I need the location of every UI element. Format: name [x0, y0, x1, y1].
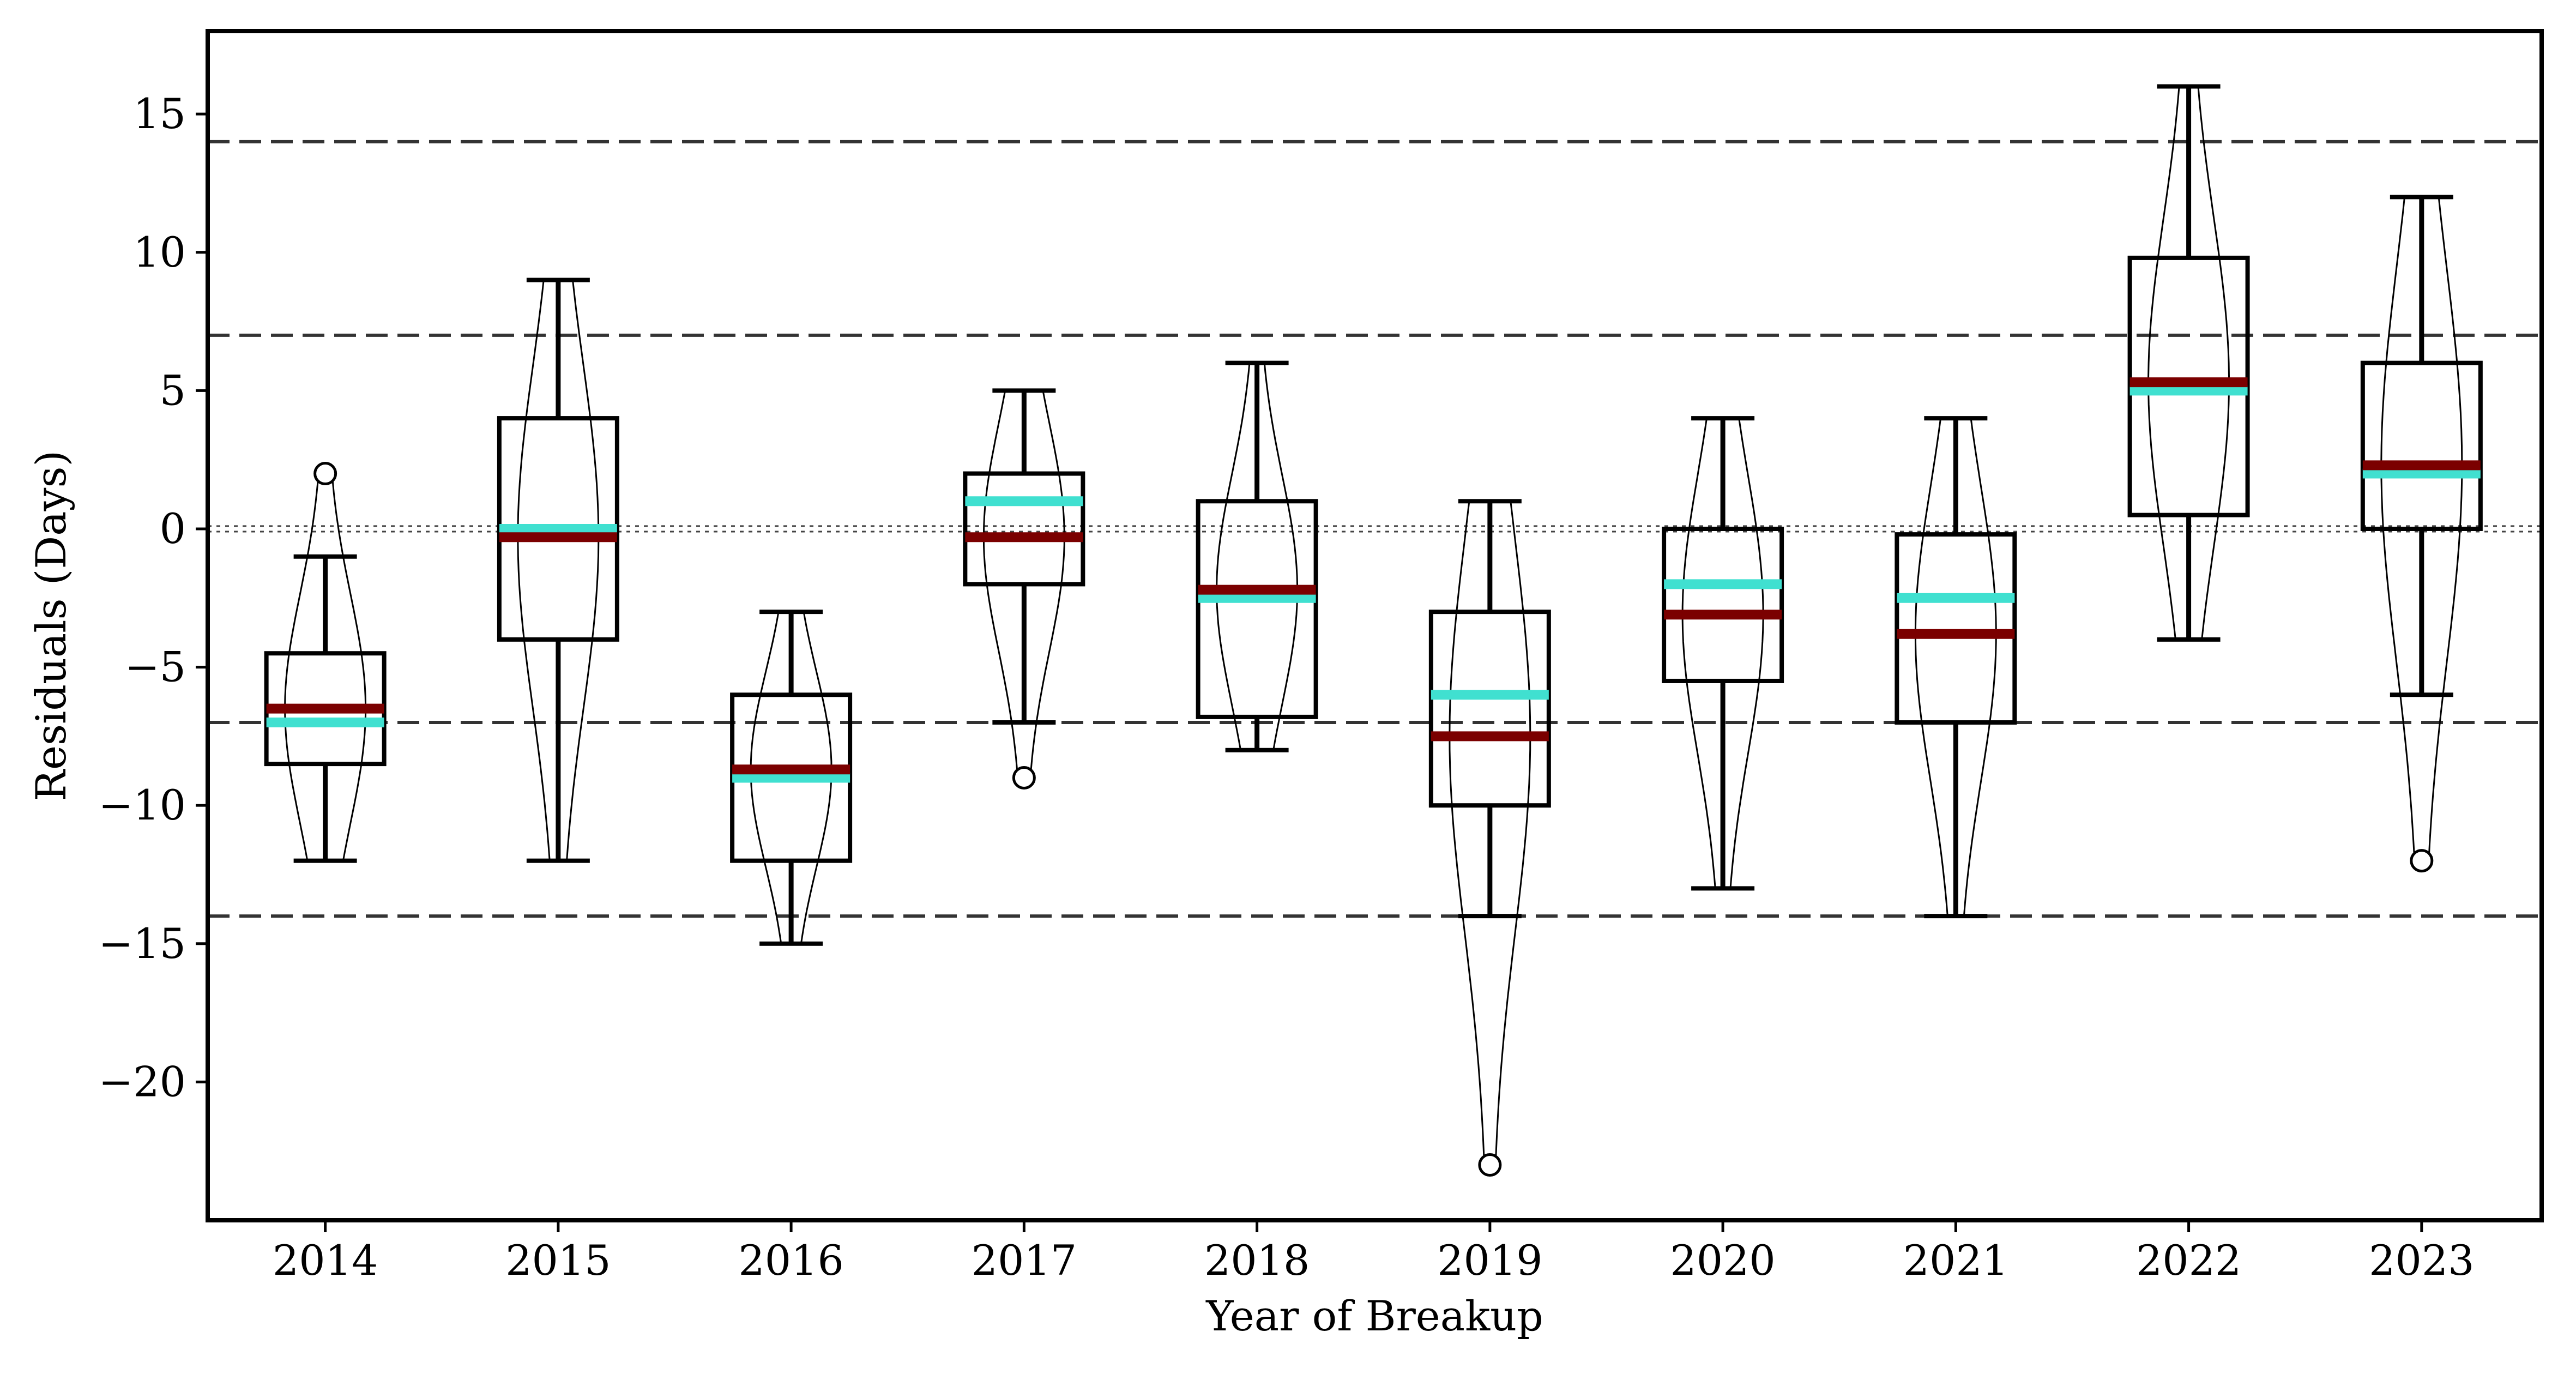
x-tick-label: 2021 — [1903, 1236, 2008, 1285]
outlier-point — [1012, 766, 1036, 790]
x-tick-label: 2020 — [1670, 1236, 1775, 1285]
box-2021 — [1895, 416, 2017, 919]
plot-frame — [206, 29, 2544, 1222]
y-axis-label: Residuals (Days) — [27, 450, 75, 801]
y-tick-label: −20 — [99, 1057, 186, 1106]
box-2017 — [963, 388, 1085, 790]
y-tick-label: 15 — [133, 89, 186, 138]
box-iqr — [1895, 532, 2017, 725]
x-tick-label: 2022 — [2136, 1236, 2241, 1285]
box-2018 — [1196, 360, 1318, 752]
x-axis-label: Year of Breakup — [1205, 1292, 1543, 1340]
box-2022 — [2127, 84, 2250, 642]
outlier-point — [313, 462, 337, 486]
outlier-point — [2410, 849, 2434, 873]
boxes — [264, 84, 2483, 1177]
box-2014 — [264, 462, 387, 863]
box-iqr — [1196, 499, 1318, 719]
x-tick-label: 2016 — [738, 1236, 843, 1285]
y-tick-label: −15 — [99, 919, 186, 968]
x-tick-label: 2014 — [273, 1236, 378, 1285]
box-iqr — [1662, 526, 1784, 683]
box-iqr — [2360, 360, 2483, 531]
box-iqr — [963, 471, 1085, 587]
y-tick-label: 5 — [160, 366, 186, 414]
y-tick-label: 10 — [133, 228, 186, 276]
box-2023 — [2360, 195, 2483, 873]
x-tick-label: 2023 — [2369, 1236, 2474, 1285]
box-2019 — [1428, 499, 1551, 1177]
box-2020 — [1662, 416, 1784, 891]
box-2016 — [730, 610, 853, 946]
y-axis-ticks: 15 10 5 0 −5 −10 −15 −20 — [99, 89, 208, 1106]
x-tick-label: 2017 — [972, 1236, 1077, 1285]
box-2015 — [497, 278, 619, 863]
box-iqr — [1428, 610, 1551, 808]
x-tick-label: 2018 — [1204, 1236, 1310, 1285]
reference-lines — [208, 140, 2542, 918]
y-tick-label: −10 — [99, 781, 186, 829]
x-tick-label: 2019 — [1437, 1236, 1542, 1285]
y-tick-label: 0 — [160, 504, 186, 553]
x-axis-ticks: 2014 2015 2016 2017 2018 2019 2020 2021 2022 2023 — [273, 1220, 2475, 1285]
y-tick-label: −5 — [125, 643, 186, 691]
x-tick-label: 2015 — [505, 1236, 611, 1285]
outlier-point — [1478, 1153, 1502, 1177]
